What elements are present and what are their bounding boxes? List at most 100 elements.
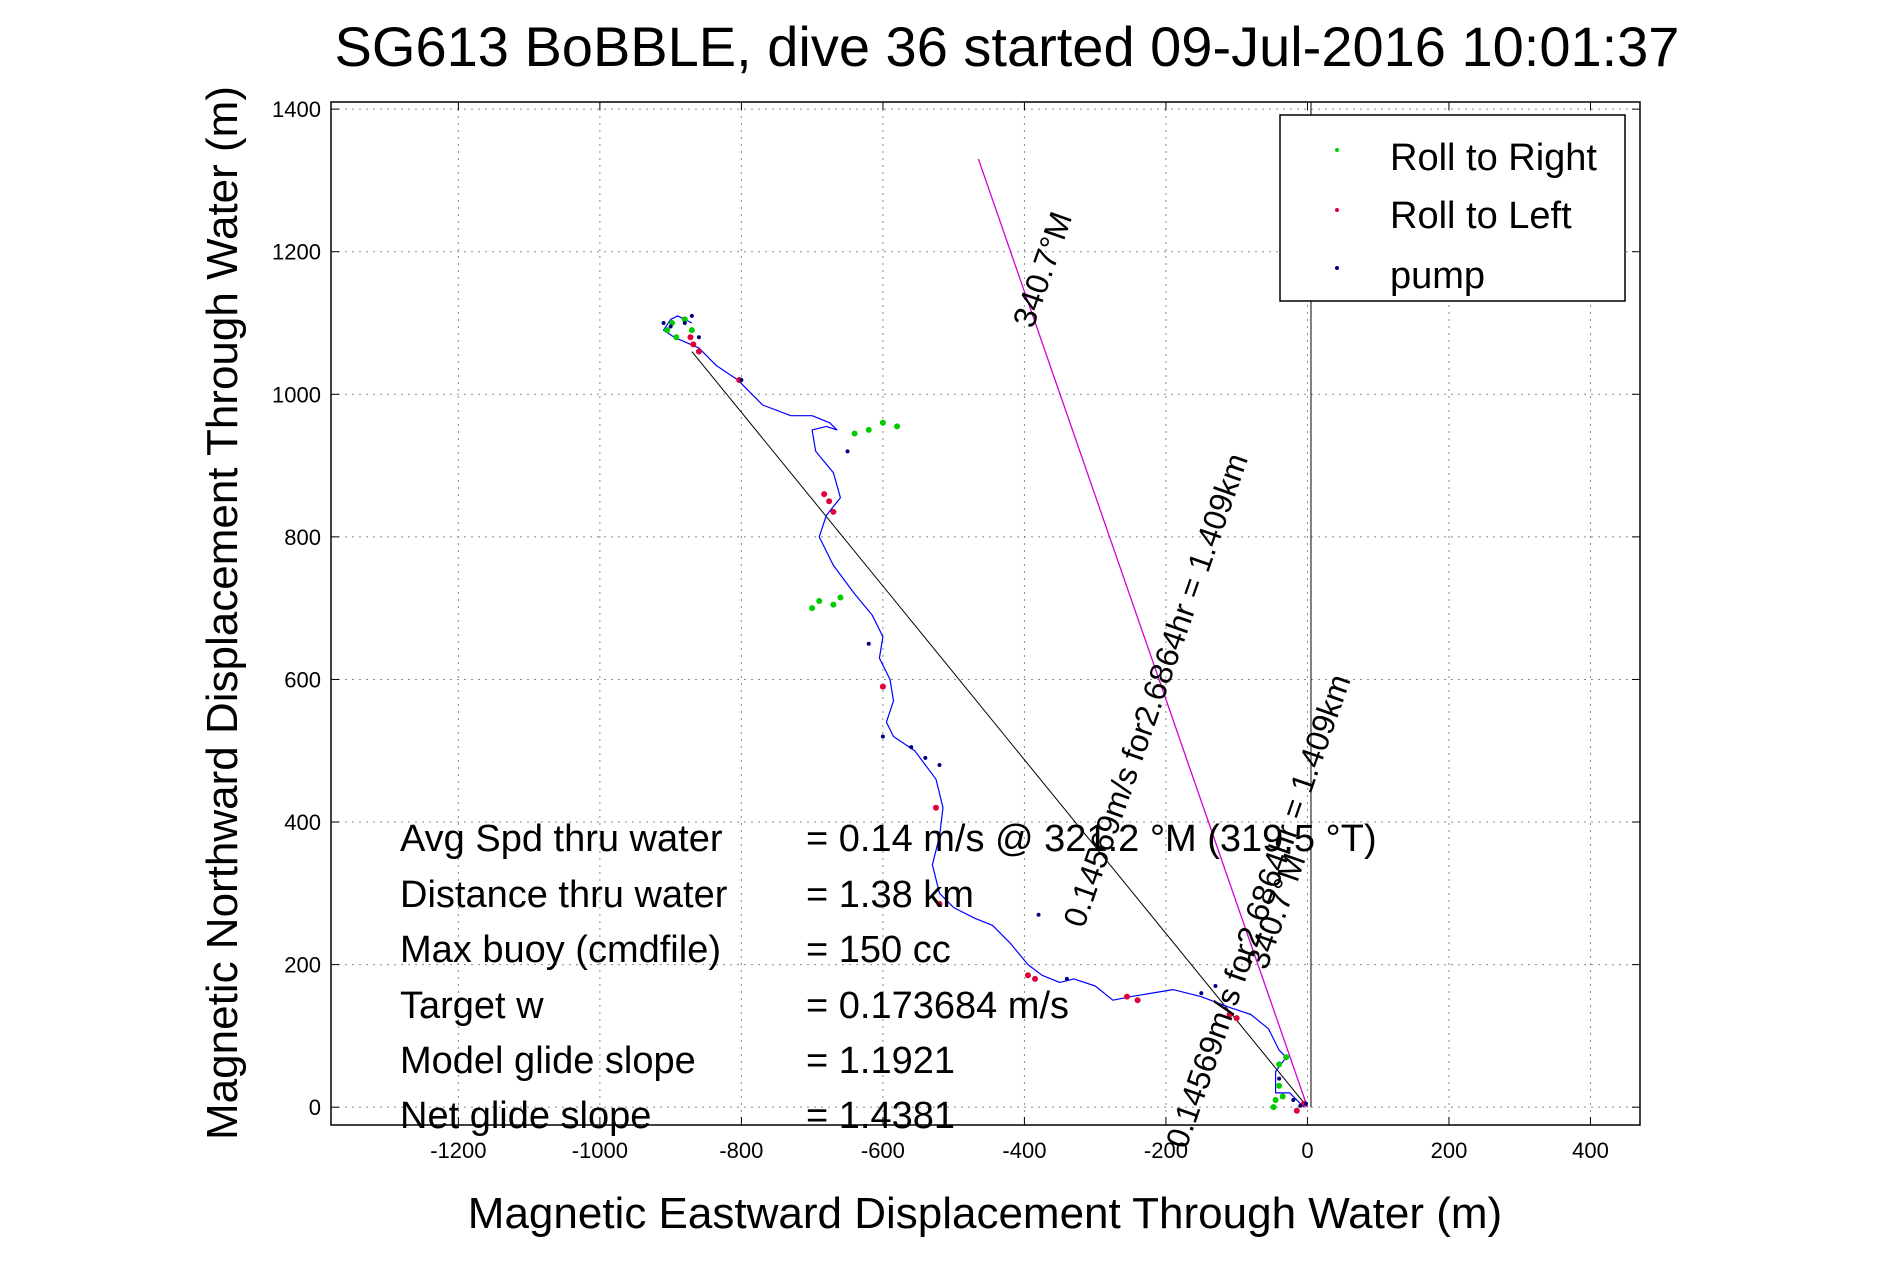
roll-left-point (1032, 975, 1039, 982)
pump-point (696, 335, 701, 340)
roll-right-point (1276, 1061, 1283, 1068)
roll-right-point (1283, 1054, 1290, 1061)
stat-value: = 1.1921 (806, 1040, 955, 1082)
y-tick-label: 800 (284, 525, 321, 550)
roll-right-point (681, 316, 688, 323)
roll-right-point (830, 601, 837, 608)
legend-marker-pump (1335, 266, 1339, 270)
x-axis-ticks: -1200 -1000 -800 -600 -400 -200 0 200 400 (430, 102, 1609, 1163)
y-tick-label: 400 (284, 810, 321, 835)
pump-point (682, 320, 687, 325)
x-tick-label: 0 (1301, 1138, 1313, 1163)
y-tick-label: 0 (309, 1095, 321, 1120)
legend-label-roll-left: Roll to Left (1390, 195, 1572, 237)
heading-line (977, 158, 1309, 1108)
x-tick-label: 400 (1572, 1138, 1609, 1163)
x-tick-label: -600 (861, 1138, 905, 1163)
roll-right-point (809, 605, 816, 612)
roll-left-point (1124, 993, 1131, 1000)
y-tick-label: 1000 (272, 382, 321, 407)
points-layer (661, 313, 1309, 1114)
pump-point (1277, 1076, 1282, 1081)
x-tick-label: 200 (1431, 1138, 1468, 1163)
y-tick-label: 200 (284, 953, 321, 978)
pump-point (1199, 991, 1204, 996)
roll-left-point (879, 683, 886, 690)
pump-point (739, 378, 744, 383)
roll-right-point (1276, 1082, 1283, 1089)
pump-point (1036, 912, 1041, 917)
pump-point (1291, 1098, 1296, 1103)
y-tick-label: 1200 (272, 240, 321, 265)
pump-point (880, 734, 885, 739)
grid-layer (331, 102, 1640, 1125)
roll-left-point (821, 491, 828, 498)
y-tick-label: 1400 (272, 97, 321, 122)
stat-value: = 1.4381 (806, 1095, 955, 1137)
net-course-line (691, 351, 1308, 1108)
roll-right-point (664, 327, 671, 334)
y-axis-label: Magnetic Northward Displacement Through … (198, 86, 247, 1140)
x-tick-label: -1200 (430, 1138, 486, 1163)
pump-point (689, 313, 694, 318)
legend-marker-roll-right (1335, 148, 1339, 152)
stat-label: Avg Spd thru water (400, 818, 723, 860)
stat-label: Distance thru water (400, 874, 728, 916)
pump-point (1304, 1101, 1309, 1106)
roll-left-point (690, 341, 697, 348)
pump-point (909, 745, 914, 750)
stat-label: Target w (400, 985, 544, 1027)
y-tick-label: 600 (284, 667, 321, 692)
stat-value: = 0.14 m/s @ 321.2 °M (319.5 °T) (806, 818, 1377, 860)
legend-label-roll-right: Roll to Right (1390, 137, 1597, 179)
stats-block: Avg Spd thru water = 0.14 m/s @ 321.2 °M … (400, 818, 1377, 1137)
pump-point (1064, 976, 1069, 981)
pump-point (923, 755, 928, 760)
roll-right-point (879, 419, 886, 426)
pump-point (937, 762, 942, 767)
roll-right-point (1272, 1097, 1279, 1104)
stat-label: Net glide slope (400, 1095, 651, 1137)
roll-right-point (851, 430, 858, 437)
glider-track-line (662, 315, 1305, 1108)
x-tick-label: -1000 (572, 1138, 628, 1163)
roll-right-point (837, 594, 844, 601)
roll-right-point (865, 426, 872, 433)
track-layer (662, 315, 1305, 1108)
roll-right-point (673, 334, 680, 341)
pump-point (661, 320, 666, 325)
y-axis-ticks: 0 200 400 600 800 1000 1200 1400 (272, 97, 1640, 1120)
x-tick-label: -800 (719, 1138, 763, 1163)
roll-left-point (1134, 997, 1141, 1004)
legend-label-pump: pump (1390, 255, 1485, 297)
pump-point (866, 641, 871, 646)
legend: Roll to Right Roll to Left pump (1279, 114, 1626, 302)
x-tick-label: -200 (1144, 1138, 1188, 1163)
x-axis-label: Magnetic Eastward Displacement Through W… (468, 1189, 1502, 1238)
roll-right-point (816, 598, 823, 605)
roll-right-point (1279, 1093, 1286, 1100)
legend-marker-roll-left (1335, 208, 1339, 212)
roll-left-point (695, 348, 702, 355)
legend-box (1279, 114, 1626, 302)
roll-right-point (1270, 1104, 1277, 1111)
pump-point (1213, 983, 1218, 988)
pump-point (668, 324, 673, 329)
chart-title: SG613 BoBBLE, dive 36 started 09-Jul-201… (335, 15, 1680, 78)
stat-label: Max buoy (cmdfile) (400, 929, 721, 971)
roll-left-point (826, 498, 833, 505)
roll-right-point (688, 327, 695, 334)
roll-right-point (669, 319, 676, 326)
roll-left-point (687, 334, 694, 341)
stat-value: = 0.173684 m/s (806, 985, 1069, 1027)
pump-point (1298, 1103, 1303, 1108)
roll-right-point (894, 423, 901, 430)
stat-value: = 150 cc (806, 929, 951, 971)
stat-value: = 1.38 km (806, 874, 974, 916)
stat-label: Model glide slope (400, 1040, 696, 1082)
roll-left-point (830, 508, 837, 515)
roll-left-point (1024, 972, 1031, 979)
roll-left-point (1293, 1107, 1300, 1114)
x-tick-label: -400 (1002, 1138, 1046, 1163)
